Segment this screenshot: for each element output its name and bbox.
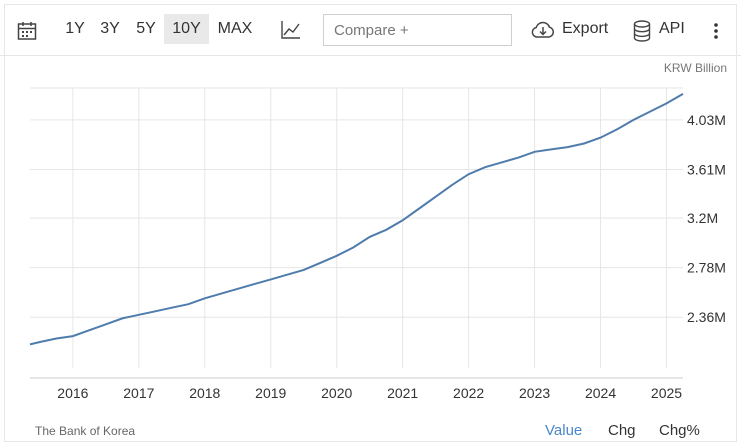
x-tick-label: 2022 — [453, 385, 484, 401]
x-tick-label: 2021 — [387, 385, 418, 401]
x-tick-label: 2023 — [519, 385, 550, 401]
y-tick-label: 3.61M — [687, 162, 726, 178]
api-button[interactable]: API — [659, 20, 685, 37]
toolbar: 1Y 3Y 5Y 10Y MAX Export API — [0, 0, 741, 56]
unit-label: KRW Billion — [663, 61, 727, 75]
x-tick-label: 2017 — [123, 385, 154, 401]
mode-chg-button[interactable]: Chg — [608, 422, 636, 439]
source-label: The Bank of Korea — [35, 424, 136, 438]
calendar-icon[interactable] — [17, 21, 37, 46]
x-tick-label: 2024 — [585, 385, 616, 401]
range-10y-button[interactable]: 10Y — [164, 14, 209, 44]
y-tick-label: 2.78M — [687, 260, 726, 276]
x-tick-label: 2020 — [321, 385, 352, 401]
mode-value-button[interactable]: Value — [545, 422, 583, 439]
x-tick-label: 2019 — [255, 385, 286, 401]
range-1y-button[interactable]: 1Y — [65, 20, 85, 37]
database-icon[interactable] — [633, 20, 651, 47]
cloud-download-icon[interactable] — [531, 21, 555, 44]
more-vertical-icon[interactable] — [713, 23, 719, 44]
range-max-button[interactable]: MAX — [217, 20, 253, 37]
series-line — [29, 93, 684, 346]
chart-frame — [4, 4, 737, 442]
y-tick-label: 2.36M — [687, 309, 726, 325]
range-5y-button[interactable]: 5Y — [136, 20, 156, 37]
x-tick-label: 2025 — [651, 385, 682, 401]
compare-input[interactable] — [323, 14, 512, 46]
x-tick-label: 2016 — [57, 385, 88, 401]
line-chart-icon[interactable] — [281, 20, 301, 45]
y-tick-label: 3.2M — [687, 210, 718, 226]
mode-chg-percent-button[interactable]: Chg% — [659, 422, 700, 439]
range-3y-button[interactable]: 3Y — [100, 20, 120, 37]
y-tick-label: 4.03M — [687, 112, 726, 128]
x-tick-label: 2018 — [189, 385, 220, 401]
export-button[interactable]: Export — [562, 20, 609, 37]
